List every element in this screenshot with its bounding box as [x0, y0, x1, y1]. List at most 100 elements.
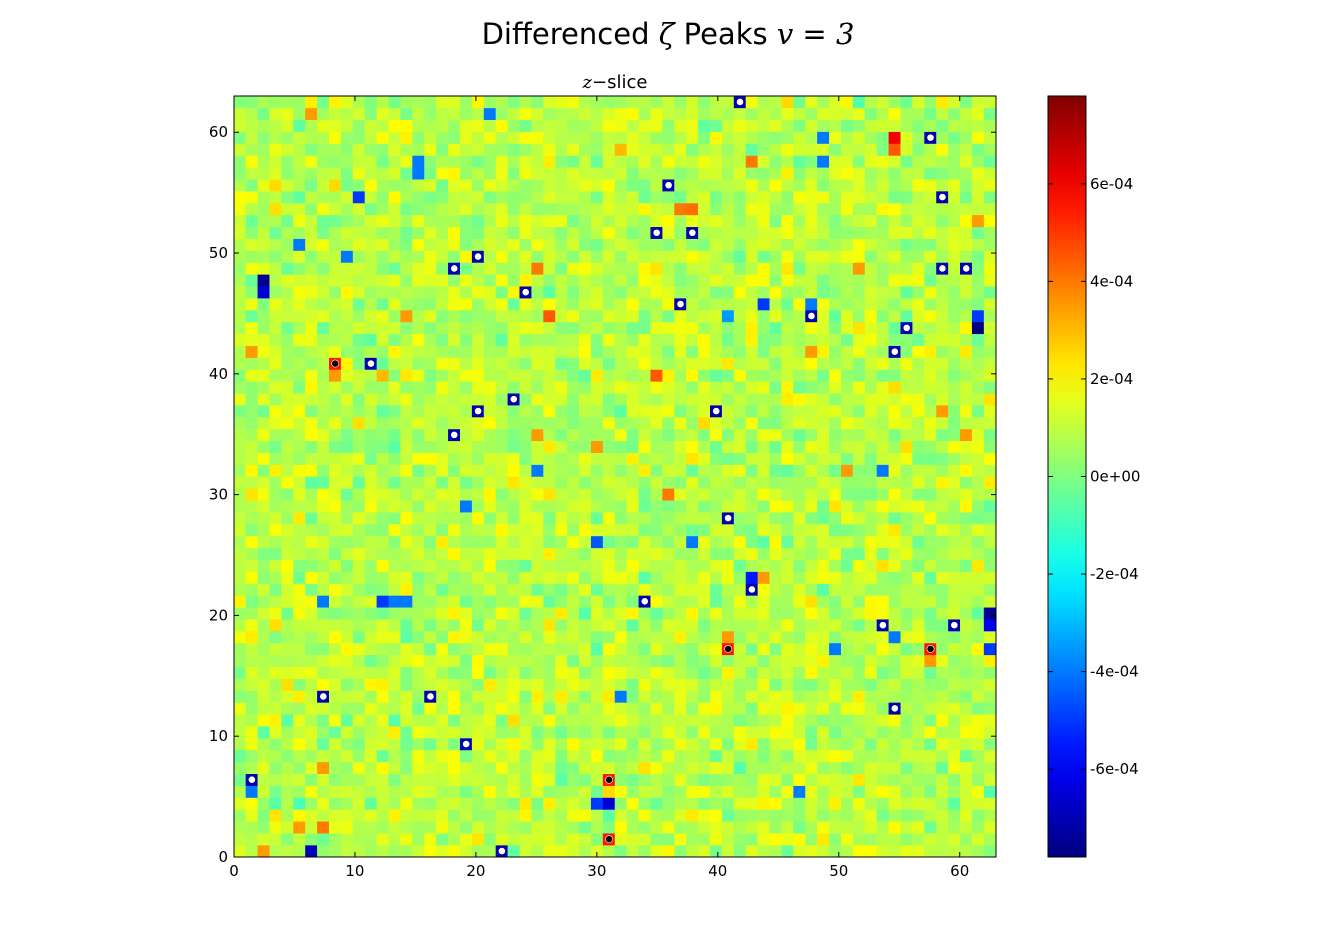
heatmap-cell — [602, 214, 616, 228]
heatmap-cell — [269, 202, 282, 216]
heatmap-cell — [293, 238, 306, 251]
heatmap-cell — [543, 571, 556, 584]
heatmap-cell — [388, 797, 401, 810]
heatmap-cell — [436, 642, 449, 656]
heatmap-cell — [924, 297, 937, 311]
heatmap-cell — [519, 547, 532, 560]
heatmap-cell — [483, 190, 497, 204]
heatmap-cell — [757, 607, 771, 620]
heatmap-cell — [317, 571, 330, 584]
heatmap-cell — [424, 702, 437, 715]
heatmap-cell — [424, 797, 437, 810]
heatmap-cell — [710, 547, 723, 560]
heatmap-cell — [733, 274, 747, 287]
heatmap-cell — [876, 678, 890, 691]
heatmap-cell — [960, 393, 973, 406]
heatmap-cell — [388, 202, 401, 216]
heatmap-cell — [305, 274, 318, 287]
heatmap-cell — [971, 476, 985, 489]
heatmap-cell — [412, 476, 425, 489]
heatmap-cell — [638, 523, 651, 537]
heatmap-cell — [936, 785, 949, 798]
heatmap-cell — [805, 832, 818, 846]
heatmap-cell — [388, 309, 401, 323]
heatmap-cell — [340, 678, 354, 691]
heatmap-cell — [852, 654, 866, 667]
heatmap-cell — [400, 345, 413, 358]
heatmap-cell — [912, 535, 925, 549]
heatmap-cell — [459, 309, 473, 323]
heatmap-cell — [269, 440, 282, 453]
heatmap-cell — [471, 678, 485, 691]
heatmap-cell — [245, 238, 259, 251]
heatmap-cell — [257, 119, 270, 132]
heatmap-cell — [233, 274, 247, 287]
heatmap-cell — [519, 345, 532, 358]
heatmap-cell — [293, 678, 306, 691]
heatmap-cell — [745, 547, 759, 560]
heatmap-cell — [840, 274, 854, 287]
heatmap-cell — [329, 559, 342, 572]
heatmap-cell — [662, 131, 675, 144]
heatmap-cell — [626, 630, 640, 644]
heatmap-cell — [257, 345, 270, 358]
heatmap-cell — [257, 202, 270, 216]
heatmap-cell — [412, 274, 425, 287]
heatmap-cell — [436, 226, 449, 239]
heatmap-cell — [579, 595, 592, 608]
heatmap-cell — [507, 262, 520, 275]
heatmap-cell — [555, 440, 568, 453]
y-tick-label: 10 — [209, 727, 228, 745]
heatmap-cell — [376, 678, 390, 691]
heatmap-cell — [340, 357, 354, 370]
heatmap-cell — [459, 214, 473, 228]
heatmap-cell — [626, 178, 640, 192]
heatmap-cell — [769, 107, 782, 121]
heatmap-cell — [662, 190, 675, 204]
heatmap-cell — [412, 155, 425, 168]
heatmap-cell — [888, 523, 901, 537]
heatmap-cell — [888, 404, 901, 418]
heatmap-cell — [329, 618, 342, 632]
heatmap-cell — [400, 226, 413, 239]
heatmap-cell — [257, 452, 270, 465]
heatmap-cell — [638, 642, 651, 656]
heatmap-cell — [507, 737, 520, 751]
heatmap-cell — [614, 595, 628, 608]
heatmap-cell — [876, 654, 890, 667]
heatmap-cell — [364, 821, 378, 834]
heatmap-cell — [507, 832, 520, 846]
heatmap-cell — [614, 428, 628, 442]
heatmap-cell — [364, 119, 378, 132]
heatmap-cell — [829, 630, 842, 644]
heatmap-cell — [960, 844, 973, 858]
heatmap-cell — [293, 559, 306, 572]
heatmap-cell — [733, 714, 747, 727]
heatmap-cell — [352, 749, 366, 763]
heatmap-cell — [579, 357, 592, 370]
heatmap-cell — [757, 95, 771, 109]
heatmap-cell — [245, 702, 259, 715]
heatmap-cell — [329, 321, 342, 335]
heatmap-cell — [888, 464, 901, 477]
heatmap-cell — [590, 262, 604, 275]
heatmap-cell — [817, 488, 830, 501]
heatmap-cell — [543, 119, 556, 132]
heatmap-cell — [400, 488, 413, 501]
heatmap-cell — [864, 167, 878, 180]
heatmap-cell — [793, 725, 806, 739]
heatmap-cell — [293, 143, 306, 156]
heatmap-cell — [626, 702, 640, 715]
heatmap-cell — [245, 821, 259, 834]
heatmap-cell — [388, 654, 401, 667]
heatmap-cell — [793, 595, 806, 608]
heatmap-cell — [805, 642, 818, 656]
heatmap-cell — [459, 95, 473, 109]
heatmap-cell — [424, 678, 437, 691]
heatmap-cell — [579, 690, 592, 703]
heatmap-cell — [852, 107, 866, 121]
heatmap-cell — [710, 440, 723, 453]
heatmap-cell — [281, 714, 294, 727]
heatmap-cell — [281, 369, 294, 382]
heatmap-cell — [960, 357, 973, 370]
